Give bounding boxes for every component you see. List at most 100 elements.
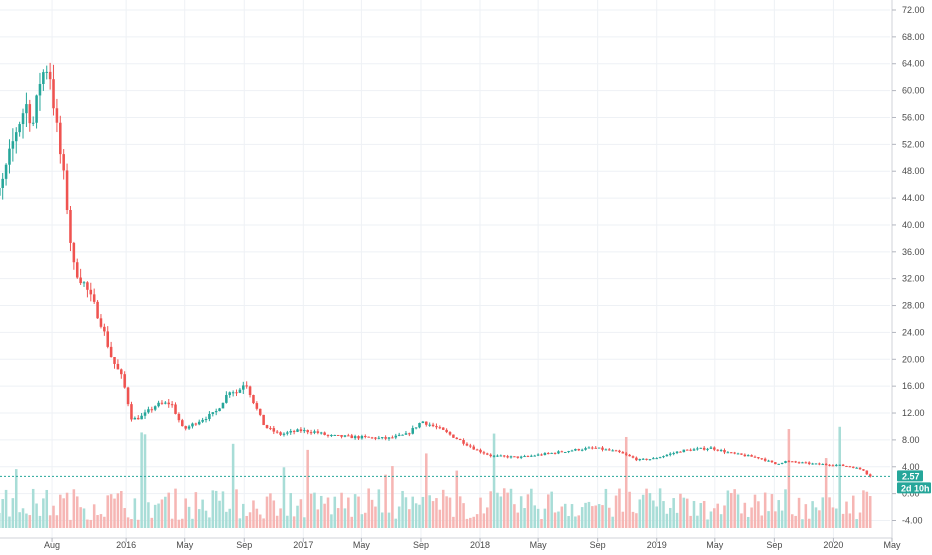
price-tick-label: 32.00 — [902, 274, 925, 284]
price-tick-label: 36.00 — [902, 247, 925, 257]
volume-bar — [676, 513, 679, 528]
candle-body — [130, 404, 133, 419]
volume-bar — [503, 488, 506, 528]
volume-bar — [655, 507, 658, 528]
volume-bar — [422, 497, 425, 528]
volume-bar — [472, 517, 475, 528]
candle-body — [205, 419, 208, 420]
candle-body — [215, 411, 218, 412]
candle-body — [117, 364, 120, 369]
candle-body — [544, 453, 547, 455]
candle-body — [506, 456, 509, 457]
candle-body — [184, 426, 187, 429]
volume-bar — [700, 503, 703, 528]
volume-bar — [533, 505, 536, 528]
price-axis[interactable]: 72.0068.0064.0060.0056.0052.0048.0044.00… — [892, 5, 925, 526]
volume-bar — [761, 515, 764, 528]
candle-body — [855, 468, 858, 469]
volume-bar — [584, 503, 587, 528]
volume-bar — [496, 493, 499, 528]
volume-bar — [317, 509, 320, 528]
volume-bar — [794, 516, 797, 528]
time-tick-label: Sep — [413, 540, 429, 550]
volume-bar — [567, 516, 570, 528]
volume-bar — [357, 497, 360, 528]
candle-body — [578, 449, 581, 450]
price-tick-label: 56.00 — [902, 112, 925, 122]
volume-bar — [452, 517, 455, 528]
volume-bar — [574, 516, 577, 528]
volume-bar — [1, 499, 4, 528]
candle-body — [59, 123, 62, 154]
volume-bar — [439, 510, 442, 528]
candle-body — [29, 104, 32, 123]
candle-body — [100, 318, 103, 326]
candle-body — [408, 433, 411, 434]
candle-body — [588, 448, 591, 449]
candle-body — [1, 179, 4, 188]
candle-body — [489, 455, 492, 456]
candle-body — [706, 449, 709, 450]
price-tick-label: 8.00 — [902, 435, 920, 445]
candle-body — [601, 448, 604, 450]
candle-body — [137, 418, 140, 419]
candle-body — [5, 165, 8, 179]
volume-bar — [716, 504, 719, 528]
candle-body — [293, 431, 296, 432]
candle-body — [256, 403, 259, 409]
volume-bar — [367, 488, 370, 528]
candle-body — [683, 450, 686, 452]
candle-body — [645, 459, 648, 460]
volume-bar — [113, 499, 116, 528]
candle-body — [822, 464, 825, 465]
candle-body — [686, 450, 689, 451]
candle-body — [378, 438, 381, 439]
volume-bar — [517, 513, 520, 528]
volume-bar — [818, 510, 821, 528]
candle-body — [242, 385, 245, 389]
candle-body — [483, 452, 486, 453]
volume-bar — [249, 512, 252, 528]
volume-bar — [73, 489, 76, 528]
candle-body — [679, 452, 682, 453]
volume-bar — [62, 498, 65, 528]
volume-bar — [381, 512, 384, 528]
candle-body — [740, 453, 743, 454]
candle-body — [127, 388, 130, 405]
candle-body — [154, 406, 157, 409]
candle-body — [503, 456, 506, 457]
volume-bar — [384, 475, 387, 528]
candle-body — [86, 282, 89, 290]
volume-bar — [805, 504, 808, 528]
candle-body — [462, 440, 465, 444]
candle-body — [283, 434, 286, 435]
volume-bar — [523, 508, 526, 528]
volume-bar — [337, 508, 340, 528]
candle-body — [689, 450, 692, 451]
candle-body — [279, 432, 282, 435]
volume-bar — [723, 505, 726, 528]
candle-body — [374, 438, 377, 439]
volume-bar — [550, 492, 553, 528]
candle-body — [212, 412, 215, 414]
volume-bar — [235, 489, 238, 528]
volume-bar — [296, 506, 299, 528]
volume-bar — [476, 514, 479, 528]
volume-bar — [669, 508, 672, 528]
volume-bar — [398, 506, 401, 528]
candle-body — [79, 278, 82, 284]
candle-body — [151, 409, 154, 410]
volume-bar — [39, 516, 42, 528]
volume-bar — [845, 502, 848, 528]
time-axis[interactable]: AprAug2016MaySep2017MaySep2018MaySep2019… — [0, 538, 901, 550]
candle-body — [73, 243, 76, 262]
candle-body — [730, 452, 733, 453]
volume-bar — [306, 450, 309, 528]
candle-body — [815, 463, 818, 464]
candle-body — [832, 465, 835, 466]
volume-bar — [354, 494, 357, 528]
candle-body — [605, 449, 608, 450]
candle-body — [496, 456, 499, 457]
